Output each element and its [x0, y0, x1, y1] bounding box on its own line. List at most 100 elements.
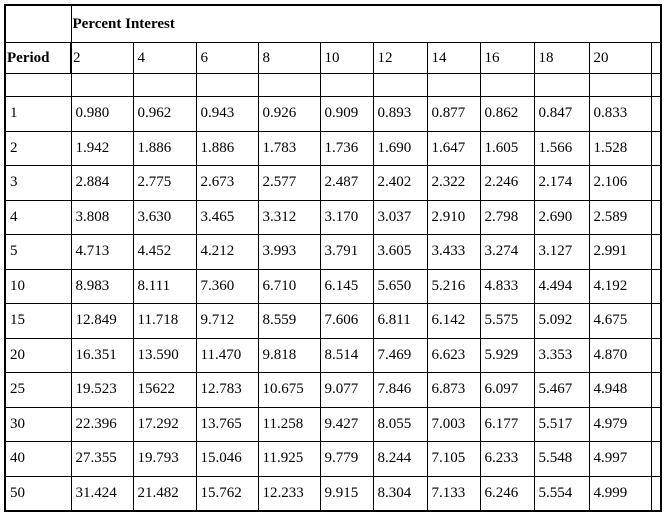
value-cell: 4.675 [588, 303, 652, 339]
value-cell: 7.469 [372, 337, 428, 373]
value-cell: 1.886 [132, 130, 197, 166]
spacer-cell [650, 406, 662, 442]
value-cell: 19.523 [70, 372, 134, 408]
rate-header: 14 [426, 42, 481, 74]
value-cell: 2.106 [588, 165, 652, 201]
value-cell: 17.292 [132, 406, 197, 442]
value-cell: 15622 [132, 372, 197, 408]
value-cell: 2.174 [533, 165, 590, 201]
value-cell: 4.997 [588, 441, 652, 477]
value-cell: 3.808 [70, 199, 134, 235]
value-cell: 8.111 [132, 268, 197, 304]
value-cell: 2.798 [479, 199, 535, 235]
value-cell: 31.424 [70, 475, 134, 512]
value-cell: 13.765 [195, 406, 259, 442]
value-cell: 8.983 [70, 268, 134, 304]
value-cell: 2.991 [588, 234, 652, 270]
rate-header: 6 [195, 42, 259, 74]
value-cell: 3.274 [479, 234, 535, 270]
value-cell: 7.133 [426, 475, 481, 512]
spacer-cell [650, 303, 662, 339]
spacer-cell [257, 73, 321, 97]
spacer-cell [319, 73, 374, 97]
value-cell: 15.046 [195, 441, 259, 477]
value-cell: 4.494 [533, 268, 590, 304]
value-cell: 7.360 [195, 268, 259, 304]
value-cell: 3.791 [319, 234, 374, 270]
value-cell: 27.355 [70, 441, 134, 477]
period-cell: 2 [4, 130, 72, 166]
value-cell: 7.003 [426, 406, 481, 442]
value-cell: 11.470 [195, 337, 259, 373]
table-row: 15 12.849 11.718 9.712 8.559 7.606 6.811 6.142 5… [4, 303, 662, 339]
spacer-cell [650, 96, 662, 132]
spacer-cell [195, 73, 259, 97]
value-cell: 4.212 [195, 234, 259, 270]
value-cell: 2.910 [426, 199, 481, 235]
table-row: 1 0.980 0.962 0.943 0.926 0.909 0.893 0.877 0.86… [4, 96, 662, 132]
period-cell: 1 [4, 96, 72, 132]
period-cell: 25 [4, 372, 72, 408]
value-cell: 3.170 [319, 199, 374, 235]
value-cell: 4.713 [70, 234, 134, 270]
spacer-cell [650, 372, 662, 408]
value-cell: 6.145 [319, 268, 374, 304]
value-cell: 9.077 [319, 372, 374, 408]
value-cell: 3.037 [372, 199, 428, 235]
table-row: 40 27.355 19.793 15.046 11.925 9.779 8.244 7.10… [4, 441, 662, 477]
title-row: Percent Interest [4, 4, 662, 43]
value-cell: 0.847 [533, 96, 590, 132]
value-cell: 12.783 [195, 372, 259, 408]
value-cell: 3.353 [533, 337, 590, 373]
value-cell: 22.396 [70, 406, 134, 442]
value-cell: 2.673 [195, 165, 259, 201]
spacer-cell [650, 475, 662, 512]
value-cell: 2.322 [426, 165, 481, 201]
rate-header: 2 [70, 42, 134, 74]
spacer-cell [650, 441, 662, 477]
value-cell: 6.097 [479, 372, 535, 408]
period-cell: 4 [4, 199, 72, 235]
value-cell: 1.647 [426, 130, 481, 166]
table-row: 20 16.351 13.590 11.470 9.818 8.514 7.469 6.623… [4, 337, 662, 373]
value-cell: 11.258 [257, 406, 321, 442]
spacer-cell [650, 199, 662, 235]
value-cell: 21.482 [132, 475, 197, 512]
value-cell: 5.467 [533, 372, 590, 408]
value-cell: 3.127 [533, 234, 590, 270]
value-cell: 2.577 [257, 165, 321, 201]
value-cell: 6.811 [372, 303, 428, 339]
rate-header: 4 [132, 42, 197, 74]
table-row: 30 22.396 17.292 13.765 11.258 9.427 8.055 7.00… [4, 406, 662, 442]
value-cell: 4.192 [588, 268, 652, 304]
spacer-cell [650, 73, 662, 97]
value-cell: 9.712 [195, 303, 259, 339]
period-cell: 3 [4, 165, 72, 201]
value-cell: 8.244 [372, 441, 428, 477]
value-cell: 5.929 [479, 337, 535, 373]
value-cell: 0.962 [132, 96, 197, 132]
value-cell: 4.979 [588, 406, 652, 442]
value-cell: 2.884 [70, 165, 134, 201]
period-cell: 20 [4, 337, 72, 373]
value-cell: 6.142 [426, 303, 481, 339]
value-cell: 7.606 [319, 303, 374, 339]
value-cell: 0.877 [426, 96, 481, 132]
spacer-cell [588, 73, 652, 97]
value-cell: 7.105 [426, 441, 481, 477]
value-cell: 0.926 [257, 96, 321, 132]
value-cell: 0.833 [588, 96, 652, 132]
value-cell: 1.690 [372, 130, 428, 166]
spacer-cell [70, 73, 134, 97]
spacer-cell [650, 234, 662, 270]
value-cell: 8.514 [319, 337, 374, 373]
value-cell: 12.849 [70, 303, 134, 339]
table-row: 10 8.983 8.111 7.360 6.710 6.145 5.650 5.216 4.8… [4, 268, 662, 304]
value-cell: 19.793 [132, 441, 197, 477]
value-cell: 4.833 [479, 268, 535, 304]
value-cell: 6.177 [479, 406, 535, 442]
value-cell: 5.216 [426, 268, 481, 304]
value-cell: 2.775 [132, 165, 197, 201]
value-cell: 0.893 [372, 96, 428, 132]
value-cell: 9.427 [319, 406, 374, 442]
